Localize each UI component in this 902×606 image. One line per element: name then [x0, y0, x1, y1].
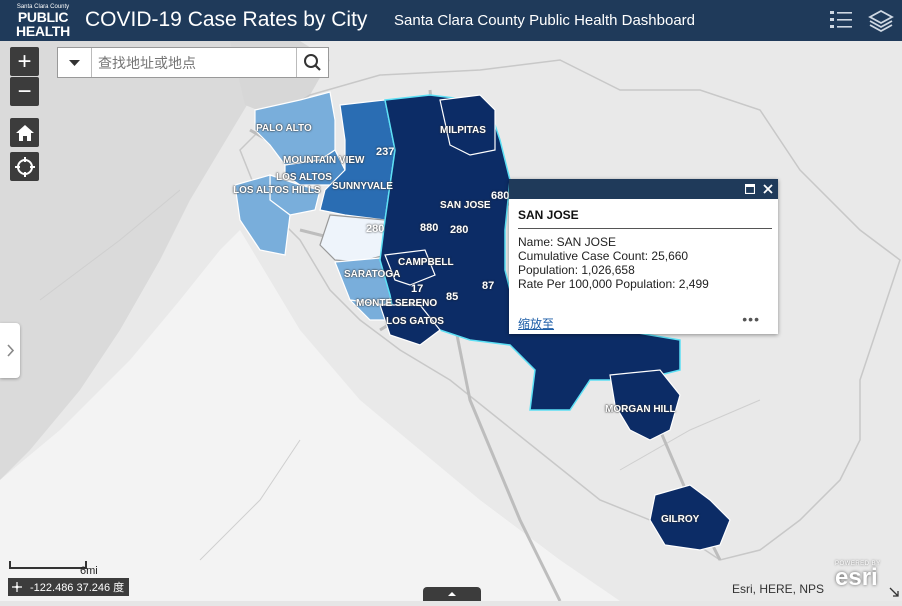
- map-contours: [39, 189, 761, 561]
- highway-label: 280: [366, 223, 385, 235]
- highway-label: 680: [491, 190, 510, 202]
- logo-line2: HEALTH: [16, 23, 70, 39]
- city-label-campbell: CAMPBELL: [398, 257, 454, 268]
- esri-logo: POWERED BY esri: [835, 561, 881, 591]
- bottom-panel-toggle[interactable]: [423, 587, 481, 601]
- popup-field-rate: Rate Per 100,000 Population: 2,499: [518, 277, 709, 291]
- feature-popup: SAN JOSE Name: SAN JOSE Cumulative Case …: [509, 179, 778, 334]
- esri-powered-text: POWERED BY: [835, 561, 881, 567]
- resize-icon[interactable]: [888, 586, 900, 598]
- popup-field-population: Population: 1,026,658: [518, 263, 635, 277]
- coordinate-text: -122.486 37.246 度: [30, 582, 125, 594]
- popup-header-bar: [509, 179, 778, 199]
- highway-label: 17: [411, 283, 424, 295]
- chevron-up-icon: [448, 592, 456, 596]
- city-label-milpitas: MILPITAS: [440, 125, 486, 136]
- search-button[interactable]: [296, 48, 328, 77]
- city-los-gatos[interactable]: [379, 304, 441, 346]
- popup-field-case-count: Cumulative Case Count: 25,660: [518, 249, 689, 263]
- zoom-out-button[interactable]: −: [10, 77, 39, 106]
- logo-county-text: Santa Clara County: [16, 4, 70, 10]
- city-label-monte-sereno: MONTE SERENO: [356, 298, 438, 309]
- popup-fields: Name: SAN JOSE Cumulative Case Count: 25…: [518, 235, 709, 291]
- home-button[interactable]: [10, 118, 39, 147]
- city-campbell[interactable]: [384, 249, 436, 286]
- highway-label: 280: [450, 224, 469, 236]
- city-morgan-hill[interactable]: [609, 369, 681, 441]
- city-label-gilroy: GILROY: [661, 514, 700, 525]
- highway-label: 880: [420, 222, 439, 234]
- city-label-mountain-view: MOUNTAIN VIEW: [283, 155, 365, 166]
- search-widget: [57, 47, 329, 78]
- locate-button[interactable]: [10, 152, 39, 181]
- search-source-dropdown[interactable]: [58, 48, 92, 77]
- close-icon[interactable]: [763, 184, 773, 194]
- search-input[interactable]: [96, 51, 296, 75]
- city-label-palo-alto: PALO ALTO: [256, 123, 312, 134]
- map-attribution: Esri, HERE, NPS: [732, 582, 825, 596]
- city-label-sunnyvale: SUNNYVALE: [332, 181, 393, 192]
- popup-field-name: Name: SAN JOSE: [518, 235, 617, 249]
- city-label-saratoga: SARATOGA: [344, 269, 401, 280]
- highway-label: 237: [376, 146, 395, 158]
- city-label-los-altos-hills: LOS ALTOS HILLS: [233, 185, 321, 196]
- map-hills: [0, 230, 620, 601]
- city-label-san-jose: SAN JOSE: [440, 200, 491, 211]
- side-panel-toggle[interactable]: [0, 323, 20, 378]
- app-subtitle: Santa Clara County Public Health Dashboa…: [394, 12, 696, 29]
- public-health-logo: Santa Clara County PUBLIC HEALTH: [13, 4, 73, 39]
- zoom-to-link[interactable]: 缩放至: [518, 317, 555, 331]
- highway-label: 85: [446, 291, 459, 303]
- search-icon: [304, 54, 321, 71]
- home-icon: [15, 124, 34, 141]
- locate-icon: [14, 156, 35, 177]
- layers-icon[interactable]: [868, 8, 894, 32]
- coordinate-readout[interactable]: -122.486 37.246 度: [8, 578, 130, 596]
- map-ocean: [0, 41, 250, 480]
- more-options-button[interactable]: •••: [742, 311, 760, 327]
- esri-brand-text: esri: [835, 564, 878, 591]
- maximize-icon[interactable]: [745, 184, 755, 194]
- app-title: COVID-19 Case Rates by City: [85, 8, 368, 31]
- city-los-altos-hills[interactable]: [234, 174, 291, 256]
- county-boundary: [239, 59, 901, 561]
- city-label-los-altos: LOS ALTOS: [276, 172, 332, 183]
- chevron-right-icon: [7, 344, 15, 357]
- popup-title: SAN JOSE: [518, 208, 579, 222]
- scale-bar: [9, 561, 87, 569]
- city-gilroy[interactable]: [649, 484, 731, 551]
- app-header: Santa Clara County PUBLIC HEALTH COVID-1…: [0, 0, 902, 41]
- legend-list-icon[interactable]: [828, 8, 854, 32]
- chevron-down-icon: [69, 60, 80, 66]
- city-label-los-gatos: LOS GATOS: [386, 316, 444, 327]
- crosshair-icon: [12, 582, 22, 592]
- city-milpitas[interactable]: [439, 94, 496, 156]
- zoom-in-button[interactable]: +: [10, 47, 39, 76]
- highway-label: 87: [482, 280, 495, 292]
- logo-line1: PUBLIC: [17, 9, 69, 25]
- city-label-morgan-hill: MORGAN HILL: [605, 404, 676, 415]
- scale-label: 6mi: [80, 565, 98, 577]
- popup-divider: [518, 228, 772, 229]
